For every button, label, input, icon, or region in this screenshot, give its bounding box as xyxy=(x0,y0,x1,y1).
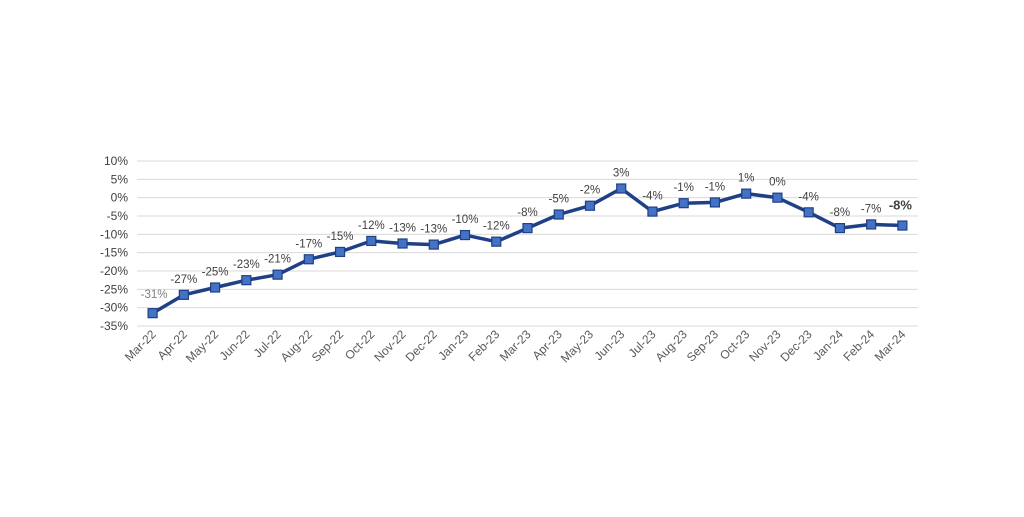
y-tick-label: -15% xyxy=(100,246,128,260)
data-point-marker xyxy=(709,197,721,208)
data-label: -10% xyxy=(452,214,479,226)
data-point-marker xyxy=(147,308,158,319)
data-point-marker xyxy=(678,198,689,209)
data-label: -12% xyxy=(358,220,385,232)
x-tick-label: May-22 xyxy=(183,327,221,365)
data-point-marker xyxy=(584,200,596,211)
x-tick-label: Sep-23 xyxy=(684,327,721,364)
x-tick-label: Dec-22 xyxy=(403,327,440,364)
gridlines xyxy=(137,160,918,327)
data-label: -5% xyxy=(549,194,569,206)
x-tick-label: Aug-23 xyxy=(653,327,690,364)
y-tick-label: -30% xyxy=(100,301,128,315)
y-axis-tick-labels: 10% 5% 0% -5% -10% -15% -20% -25% -30% -35% xyxy=(100,154,128,333)
data-label: -4% xyxy=(642,191,662,203)
data-point-marker xyxy=(303,254,314,265)
x-tick-label: Sep-22 xyxy=(309,327,346,364)
x-tick-label: May-23 xyxy=(558,327,596,365)
data-label: -8% xyxy=(830,207,850,219)
y-tick-label: 10% xyxy=(104,154,128,168)
data-point-marker xyxy=(397,238,408,249)
y-tick-label: -25% xyxy=(100,282,128,296)
data-label: 3% xyxy=(613,168,630,180)
data-label: -7% xyxy=(861,203,881,215)
data-label: -25% xyxy=(202,267,229,279)
series-markers xyxy=(147,183,908,319)
data-label: -4% xyxy=(798,191,818,203)
data-label: 0% xyxy=(769,177,786,189)
data-point-marker xyxy=(803,207,814,218)
data-labels: -31%-27% -25% -23% -21% -17% -15% -12% -13% -13%… xyxy=(141,168,913,302)
data-point-marker xyxy=(834,223,846,234)
y-tick-label: 0% xyxy=(111,191,129,205)
x-tick-label: Jun-23 xyxy=(591,327,627,363)
data-point-marker xyxy=(210,282,221,293)
data-label: -13% xyxy=(420,224,447,236)
y-tick-label: -10% xyxy=(100,227,128,241)
data-point-marker xyxy=(741,188,752,199)
data-point-marker xyxy=(272,269,283,280)
x-tick-label: Nov-23 xyxy=(746,327,783,364)
y-tick-label: -5% xyxy=(107,209,129,223)
data-label: -21% xyxy=(264,254,291,266)
data-point-marker xyxy=(428,239,439,250)
x-tick-label: Oct-22 xyxy=(342,327,378,363)
x-tick-label: Nov-22 xyxy=(371,327,408,364)
data-label: -27% xyxy=(170,274,197,286)
x-tick-label: Feb-23 xyxy=(466,327,503,364)
data-label: -15% xyxy=(327,231,354,243)
x-tick-label: Jan-24 xyxy=(810,327,846,363)
data-label: -31% xyxy=(141,289,168,301)
data-label: -13% xyxy=(389,223,416,235)
data-label: -8% xyxy=(889,198,913,213)
data-point-marker xyxy=(241,275,252,286)
data-label: -2% xyxy=(580,185,600,197)
data-point-marker xyxy=(366,235,377,247)
x-tick-label: Jan-23 xyxy=(435,327,471,363)
y-tick-label: -35% xyxy=(100,319,128,333)
y-tick-label: 5% xyxy=(111,172,129,186)
data-point-marker xyxy=(772,192,783,203)
x-axis-tick-labels: Mar-22Apr-22May-22Jun-22Jul-22Aug-22Sep-… xyxy=(122,327,909,365)
data-label: -8% xyxy=(517,207,537,219)
x-tick-label: Dec-23 xyxy=(778,327,815,364)
data-point-marker xyxy=(334,246,346,258)
data-point-marker xyxy=(491,236,502,247)
data-point-marker xyxy=(897,220,908,231)
data-label: -23% xyxy=(233,259,260,271)
data-label: -17% xyxy=(295,238,322,250)
data-point-marker xyxy=(178,289,189,300)
x-tick-label: Mar-23 xyxy=(497,327,534,364)
data-point-marker xyxy=(866,219,877,230)
data-point-marker xyxy=(522,223,533,234)
data-point-marker xyxy=(553,209,564,220)
y-tick-label: -20% xyxy=(100,264,128,278)
data-label: -12% xyxy=(483,221,510,233)
data-point-marker xyxy=(616,183,627,194)
x-tick-label: Jun-22 xyxy=(217,327,253,363)
x-tick-label: Aug-22 xyxy=(278,327,315,364)
x-tick-label: Oct-23 xyxy=(717,327,753,363)
data-point-marker xyxy=(459,229,471,241)
data-label: -1% xyxy=(673,182,693,194)
x-tick-label: Mar-24 xyxy=(872,327,909,364)
data-point-marker xyxy=(647,206,658,217)
x-tick-label: Feb-24 xyxy=(840,327,877,364)
data-label: 1% xyxy=(738,173,755,185)
data-label: -1% xyxy=(705,181,725,193)
